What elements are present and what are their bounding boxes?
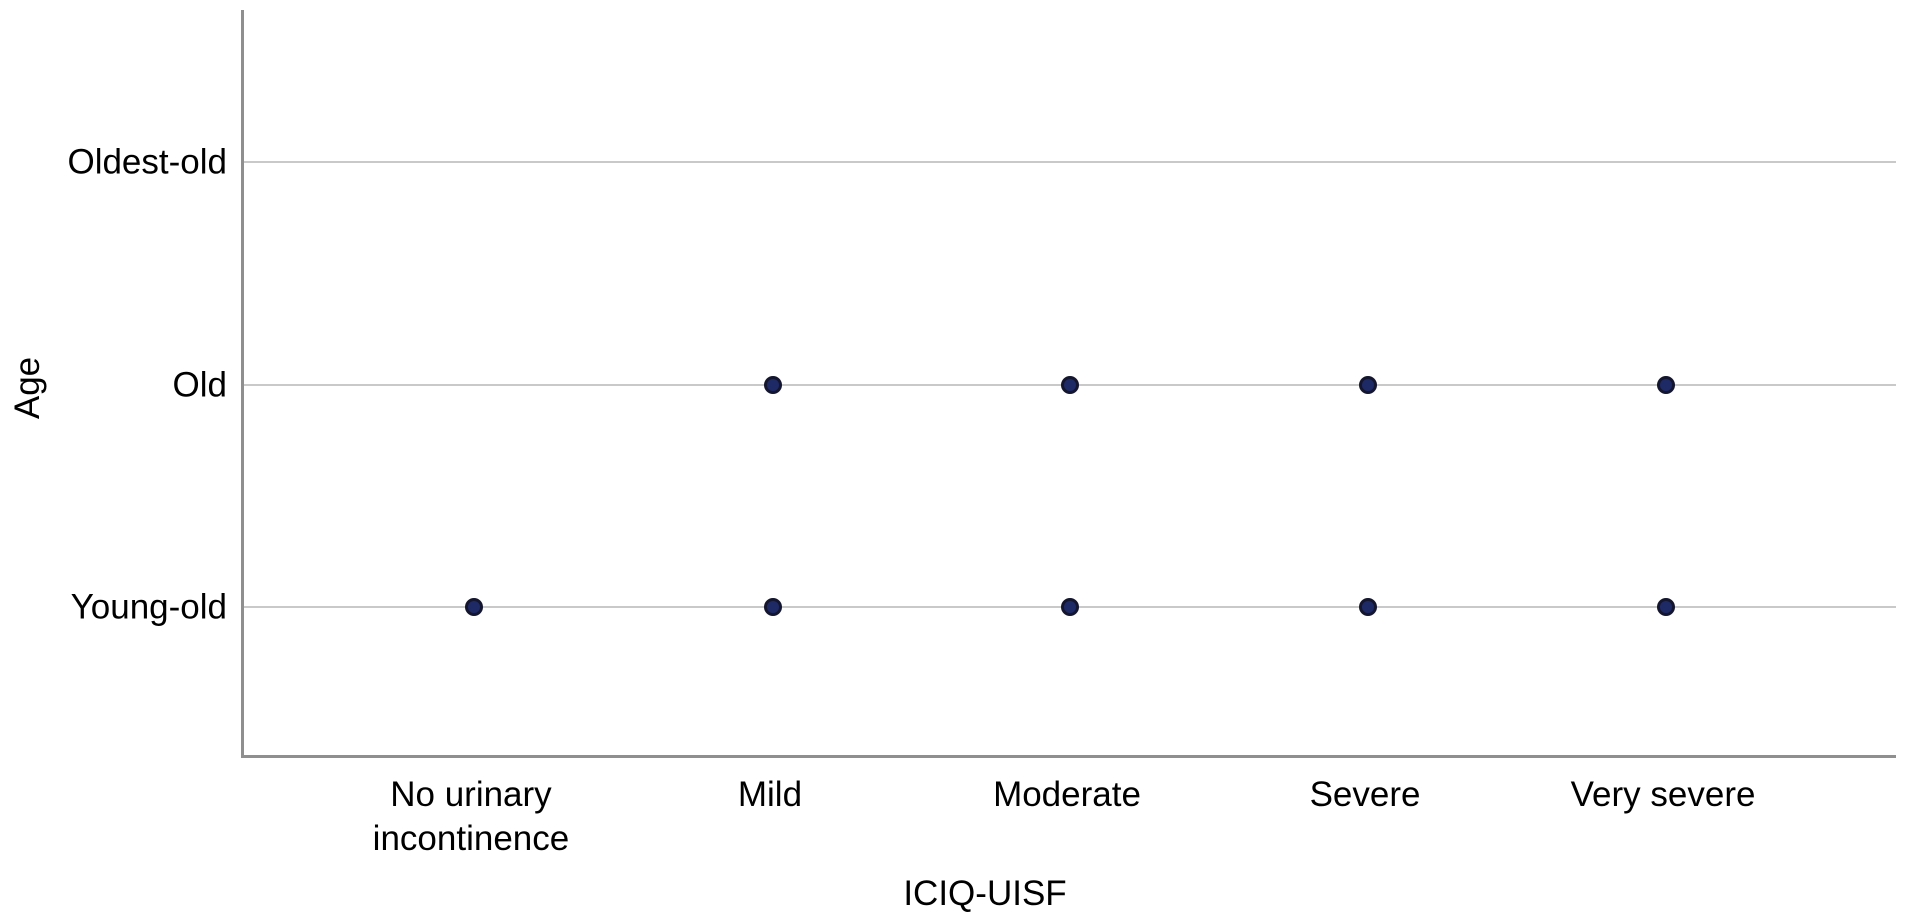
data-point <box>1359 376 1378 395</box>
x-axis-title: ICIQ-UISF <box>903 874 1067 913</box>
data-point <box>763 376 782 395</box>
x-tick-label-line: Severe <box>1309 775 1421 814</box>
x-tick-label: Moderate <box>993 773 1141 817</box>
x-tick-label: Severe <box>1310 773 1421 817</box>
x-tick-label-line: incontinence <box>372 819 570 858</box>
data-point <box>1359 597 1378 616</box>
data-point <box>763 597 782 616</box>
y-tick-label: Oldest-old <box>67 142 227 182</box>
x-tick-label: Mild <box>738 773 802 817</box>
x-tick-label-line: No urinary <box>390 775 552 814</box>
data-point <box>1657 376 1676 395</box>
data-point <box>1657 597 1676 616</box>
x-tick-label: No urinary incontinence <box>373 773 570 861</box>
x-tick-label-line: Very severe <box>1570 775 1756 814</box>
x-tick-label: Very severe <box>1571 773 1756 817</box>
data-point <box>1061 376 1079 395</box>
data-point <box>464 597 483 616</box>
x-tick-label-line: Moderate <box>993 775 1141 814</box>
data-point <box>1061 597 1079 616</box>
gridline <box>244 160 1896 163</box>
y-tick-label: Old <box>172 365 227 405</box>
x-tick-label-line: Mild <box>737 775 803 814</box>
plot-area <box>241 10 1896 758</box>
y-tick-label: Young-old <box>70 587 227 627</box>
